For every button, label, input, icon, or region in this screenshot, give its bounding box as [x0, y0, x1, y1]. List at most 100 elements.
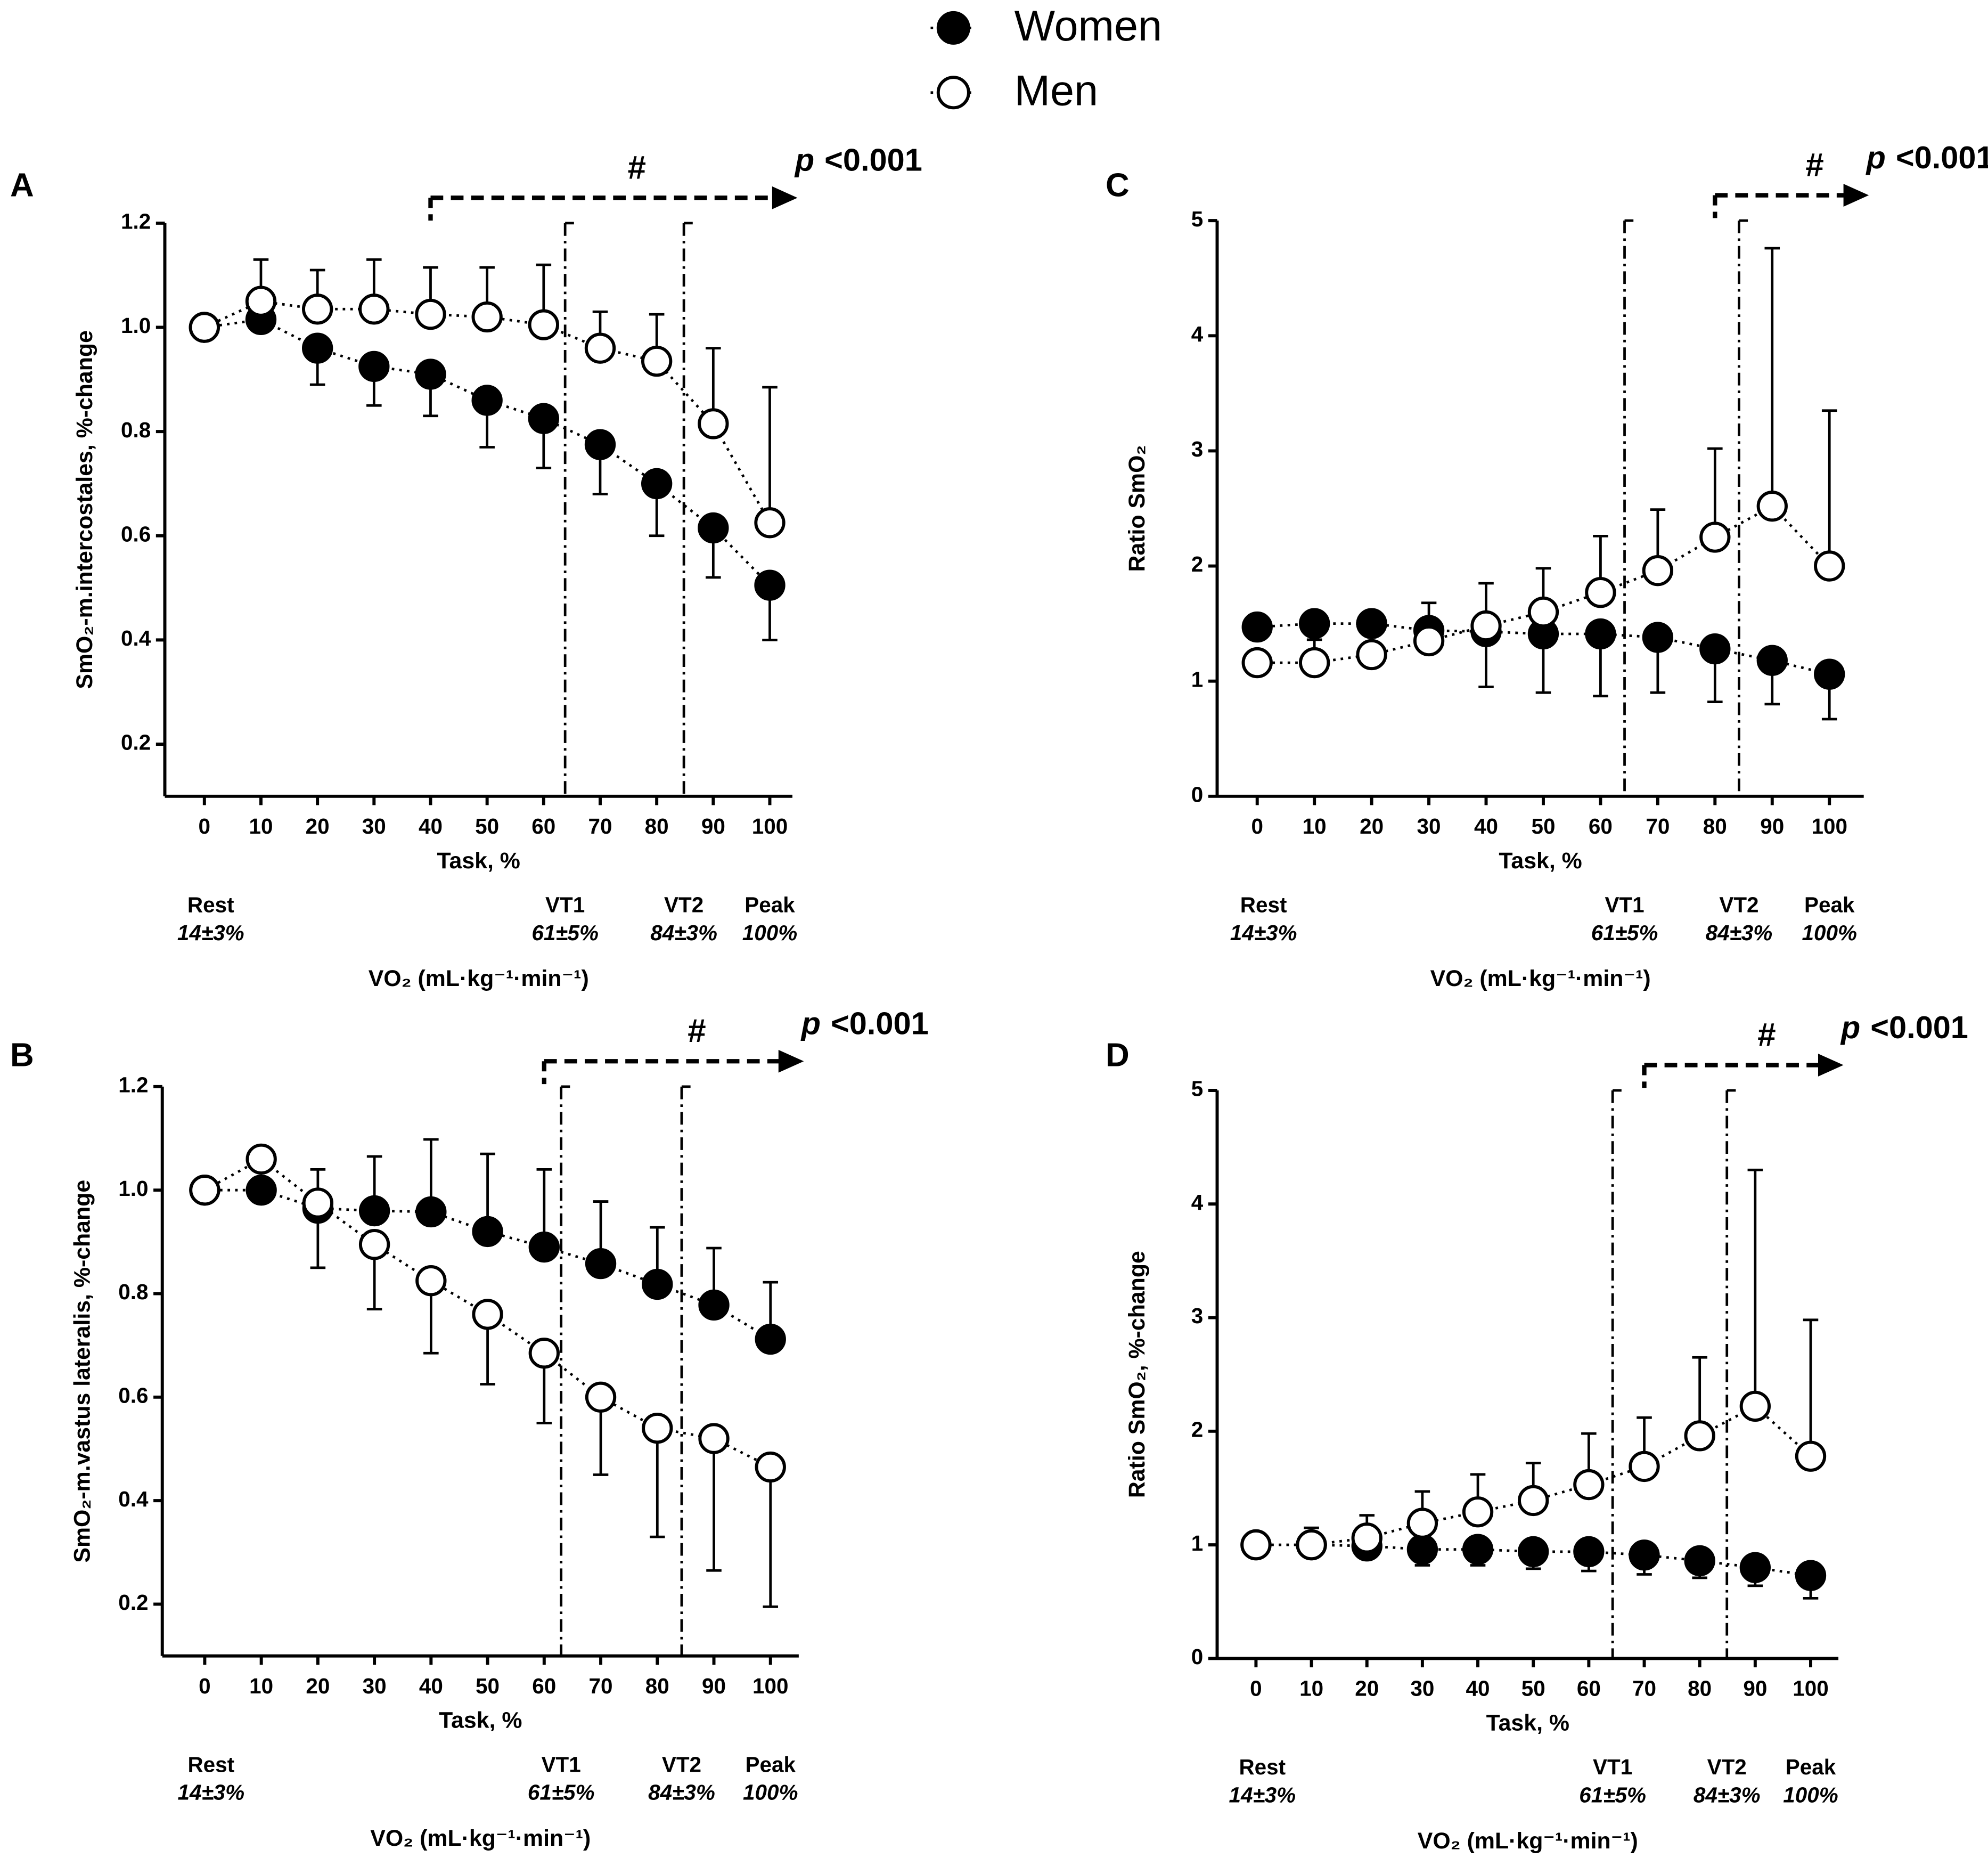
threshold-value: 61±5% [1579, 1782, 1646, 1807]
x-tick-label: 40 [419, 814, 443, 838]
data-point [301, 332, 333, 364]
peak-name: Peak [1786, 1755, 1836, 1779]
data-point [1684, 1420, 1715, 1452]
data-point [415, 298, 446, 330]
x-tick-label: 100 [752, 1674, 789, 1698]
x-tick-label: 40 [1466, 1676, 1490, 1701]
x-tick-label: 20 [306, 1674, 330, 1698]
rest-value: 14±3% [1229, 1782, 1296, 1807]
x-tick-label: 10 [1303, 814, 1327, 838]
x-tick-label: 70 [588, 814, 612, 838]
data-point [471, 385, 503, 416]
y-axis-label: Ratio SmO₂ [1124, 445, 1150, 572]
data-point [245, 286, 277, 317]
data-point [358, 351, 390, 382]
p-threshold: <0.001 [1896, 140, 1988, 175]
y-tick-label: 0.8 [121, 418, 151, 442]
x-tick-label: 90 [701, 814, 725, 838]
x-tick-label: 90 [702, 1674, 726, 1698]
p-threshold: <0.001 [1870, 1009, 1968, 1045]
threshold-name: VT1 [1593, 1755, 1632, 1779]
x-tick-label: 40 [1474, 814, 1498, 838]
p-value: p <0.001 [1840, 1009, 1968, 1045]
x-tick-label: 50 [476, 1674, 500, 1698]
threshold-value: 84±3% [650, 920, 717, 945]
legend-marker [936, 11, 970, 45]
y-tick-label: 5 [1191, 207, 1204, 231]
x-tick-label: 10 [1299, 1676, 1323, 1701]
arrow-head [778, 1049, 804, 1073]
data-point [1814, 658, 1845, 690]
data-point [415, 1265, 447, 1297]
data-point [528, 309, 559, 340]
data-point [642, 1268, 673, 1300]
p-value: p <0.001 [1865, 140, 1988, 175]
rest-name: Rest [1240, 893, 1287, 917]
x-tick-label: 60 [1589, 814, 1613, 838]
threshold-value: 84±3% [1694, 1782, 1761, 1807]
y-tick-label: 1.2 [118, 1073, 148, 1097]
p-value: p <0.001 [794, 142, 922, 177]
data-point [698, 408, 729, 439]
data-point [642, 1412, 673, 1444]
p-symbol: p [800, 1005, 821, 1041]
data-point [1299, 608, 1330, 639]
x-tick-label: 30 [362, 814, 386, 838]
x-tick-label: 70 [1646, 814, 1670, 838]
x-axis-label: Task, % [1499, 848, 1582, 874]
y-tick-label: 4 [1191, 1190, 1204, 1215]
rest-name: Rest [187, 893, 234, 917]
data-point [1356, 608, 1387, 639]
x-tick-label: 20 [1355, 1676, 1379, 1701]
data-point [1699, 633, 1731, 665]
x-tick-label: 30 [1417, 814, 1441, 838]
data-point [585, 1248, 617, 1280]
x-tick-label: 100 [1793, 1676, 1829, 1701]
legend-marker [936, 76, 970, 110]
data-point [1814, 550, 1845, 582]
data-point [1642, 622, 1674, 653]
data-point [528, 1231, 560, 1263]
p-threshold: <0.001 [824, 142, 922, 177]
data-point [528, 1338, 560, 1369]
data-point [1642, 555, 1674, 586]
y-tick-label: 1 [1191, 667, 1204, 691]
vo2-label: VO₂ (mL·kg⁻¹·min⁻¹) [370, 1826, 591, 1851]
x-axis-label: Task, % [437, 848, 520, 874]
data-point [1356, 639, 1387, 671]
data-point [1518, 1536, 1549, 1568]
data-point [1241, 611, 1273, 643]
rest-value: 14±3% [177, 1780, 244, 1805]
threshold-name: VT2 [1707, 1755, 1747, 1779]
x-tick-label: 30 [1410, 1676, 1434, 1701]
data-point [1351, 1522, 1382, 1554]
data-point [1470, 610, 1502, 642]
threshold-value: 61±5% [531, 920, 599, 945]
threshold-name: VT1 [1605, 893, 1644, 917]
data-point [301, 294, 333, 325]
threshold-value: 61±5% [1591, 920, 1658, 945]
series-line [204, 1158, 771, 1469]
data-point [1241, 647, 1273, 679]
vo2-label: VO₂ (mL·kg⁻¹·min⁻¹) [1418, 1828, 1638, 1854]
data-point [246, 1175, 277, 1206]
panel-label: A [10, 167, 34, 204]
data-point [1406, 1534, 1438, 1565]
x-tick-label: 50 [1521, 1676, 1545, 1701]
p-threshold: <0.001 [831, 1005, 929, 1041]
y-tick-label: 4 [1191, 322, 1204, 346]
data-point [472, 1299, 503, 1330]
x-tick-label: 10 [249, 1674, 273, 1698]
data-point [1629, 1451, 1660, 1482]
peak-value: 100% [1783, 1782, 1838, 1807]
x-axis-label: Task, % [1486, 1710, 1569, 1736]
y-tick-label: 1.0 [118, 1176, 148, 1201]
data-point [1462, 1496, 1494, 1528]
x-tick-label: 100 [752, 814, 788, 838]
peak-value: 100% [743, 1780, 798, 1805]
data-point [1684, 1545, 1715, 1577]
y-tick-label: 0.8 [118, 1280, 148, 1304]
peak-name: Peak [746, 1752, 796, 1777]
rest-value: 14±3% [177, 920, 244, 945]
x-tick-label: 0 [199, 1674, 211, 1698]
